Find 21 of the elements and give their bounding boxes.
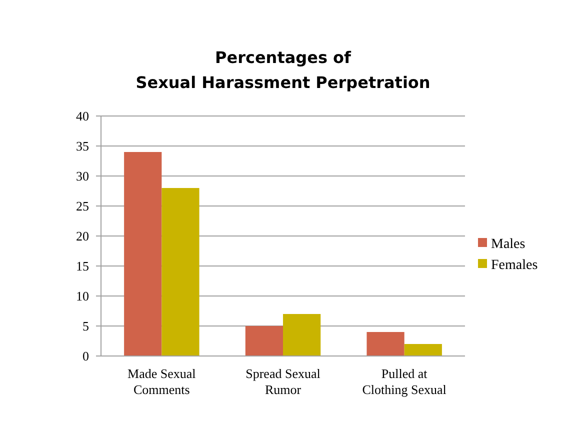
bar — [245, 326, 283, 356]
y-tick-label: 25 — [76, 198, 89, 214]
bar — [366, 332, 404, 356]
y-tick-label: 15 — [76, 258, 89, 274]
legend-label: Males — [491, 236, 526, 252]
x-tick-label: Made Sexual Comments — [128, 366, 196, 397]
y-tick-label: 0 — [82, 348, 89, 364]
bar — [283, 314, 321, 356]
y-tick-label: 5 — [82, 318, 89, 334]
y-tick-label: 10 — [76, 288, 89, 304]
x-tick-label: Pulled at Clothing Sexual — [362, 366, 447, 397]
x-tick-label: Spread Sexual Rumor — [246, 366, 321, 397]
chart-title: Percentages of Sexual Harassment Perpetration — [136, 48, 430, 92]
y-tick-label: 20 — [76, 228, 89, 244]
bar — [124, 152, 162, 356]
y-tick-label: 30 — [76, 168, 89, 184]
bar — [404, 344, 442, 356]
y-tick-label: 35 — [76, 138, 89, 154]
bar — [162, 188, 200, 356]
legend-label: Females — [491, 258, 538, 273]
y-tick-label: 40 — [76, 108, 89, 124]
